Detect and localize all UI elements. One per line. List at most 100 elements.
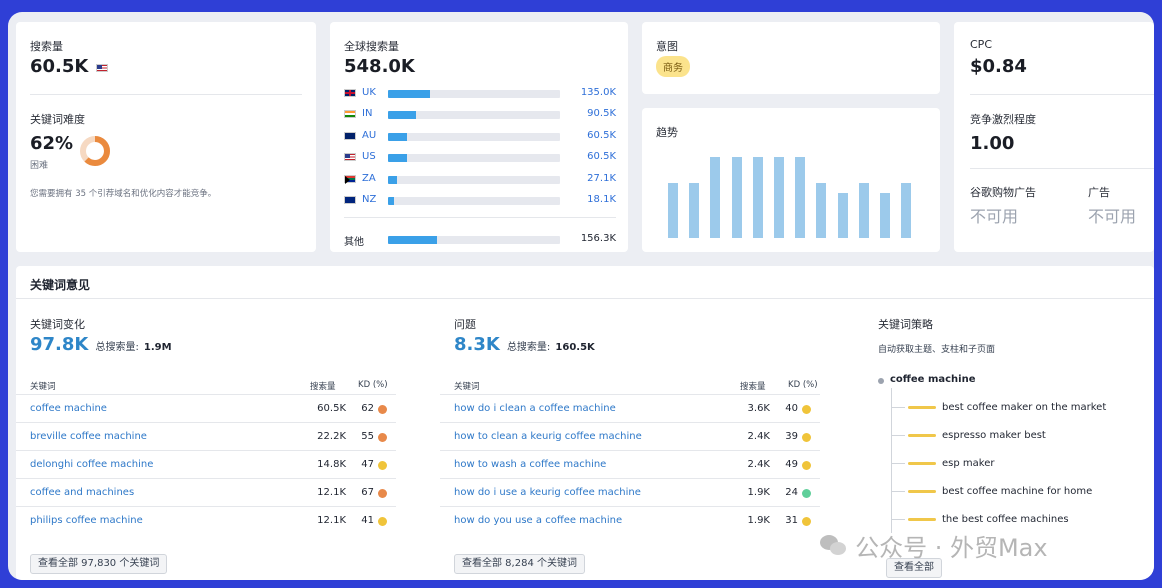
keyword-volume: 1.9K [747,515,770,526]
trend-bar [837,193,848,238]
trend-label: 趋势 [656,126,678,139]
tree-node-marker [908,434,936,437]
competition-label: 竞争激烈程度 [970,113,1036,126]
trend-bar [689,183,700,238]
view-all-strategy-button[interactable]: 查看全部 [886,558,942,578]
tree-connector [891,435,905,436]
trend-chart [668,148,918,238]
country-bar-fill [388,197,395,205]
volume-label: 搜索量 [30,40,63,53]
table-row: philips coffee machine 12.1K 41 [16,506,396,534]
country-bar [388,111,560,120]
trend-bar [752,157,763,238]
table-row: how do you use a coffee machine 1.9K 31 [440,506,820,534]
view-all-questions-button[interactable]: 查看全部 8,284 个关键词 [454,554,585,574]
kd-indicator-icon [802,517,811,526]
difficulty-donut-icon [80,136,110,166]
keyword-link[interactable]: coffee machine [30,403,107,414]
strategy-subtopic[interactable]: best coffee maker on the market [942,402,1107,413]
keyword-link[interactable]: philips coffee machine [30,515,143,526]
country-row-nz[interactable]: NZ 18.1K [344,193,616,209]
country-value: 90.5K [587,108,616,120]
country-bar-fill [388,132,407,141]
competition-value: 1.00 [970,133,1015,154]
country-bar [388,90,560,98]
country-value: 27.1K [587,172,616,184]
keyword-link[interactable]: how to clean a keurig coffee machine [454,431,642,442]
trend-bar [731,157,742,238]
questions-count: 8.3K [454,334,500,355]
wechat-icon [820,534,846,557]
keyword-link[interactable]: how do you use a coffee machine [454,515,623,526]
country-row-au[interactable]: AU 60.5K [344,129,616,145]
view-all-variations-button[interactable]: 查看全部 97,830 个关键词 [30,554,168,574]
country-bar [388,197,560,205]
keyword-link[interactable]: how do i use a keurig coffee machine [454,487,641,498]
trend-bar [816,183,827,238]
keyword-volume: 12.1K [317,515,346,526]
country-code: UK [362,87,376,98]
divider [970,168,1154,169]
strategy-title: 关键词策略 [878,318,933,331]
tree-trunk [891,388,892,533]
country-value: 135.0K [580,87,616,98]
uk-flag-icon [344,89,356,97]
ads-value: 不可用 [1088,207,1137,226]
country-bar [388,132,560,141]
keyword-link[interactable]: how do i clean a coffee machine [454,403,616,414]
tree-root-dot [878,378,884,384]
cpc-value: $0.84 [970,56,1027,77]
divider [16,298,1154,299]
strategy-section: 关键词策略 自动获取主题、支柱和子页面 coffee machine best … [878,316,1148,556]
strategy-subtopic[interactable]: best coffee machine for home [942,486,1093,497]
tree-node-marker [908,406,936,409]
divider [344,217,616,218]
country-row-uk[interactable]: UK 135.0K [344,86,616,102]
keyword-kd: 41 [361,515,374,526]
strategy-root[interactable]: coffee machine [890,374,976,385]
kd-indicator-icon [802,433,811,442]
country-bar [388,154,560,163]
country-row-other: 其他 156.3K [344,232,616,248]
divider [970,94,1154,95]
india-flag-icon [344,110,356,119]
keyword-link[interactable]: breville coffee machine [30,431,147,442]
strategy-subtopic[interactable]: the best coffee machines [942,514,1069,525]
variations-count: 97.8K [30,334,89,355]
keyword-link[interactable]: delonghi coffee machine [30,459,154,470]
tree-connector [891,407,905,408]
strategy-subtopic[interactable]: espresso maker best [942,430,1046,441]
keyword-kd: 47 [361,459,374,470]
questions-section: 问题 8.3K 总搜索量: 160.5K [454,316,595,355]
difficulty-label: 关键词难度 [30,113,85,126]
keyword-link[interactable]: coffee and machines [30,487,135,498]
variations-section: 关键词变化 97.8K 总搜索量: 1.9M [30,316,172,355]
volume-value-wrap: 60.5K [30,56,109,77]
cpc-card: CPC $0.84 竞争激烈程度 1.00 谷歌购物广告 不可用 广告 不可用 [954,22,1154,252]
questions-summary: 8.3K 总搜索量: 160.5K [454,334,595,355]
tree-node-marker [908,518,936,521]
shopping-value: 不可用 [970,207,1019,226]
trend-bar [880,193,890,238]
country-row-in[interactable]: IN 90.5K [344,107,616,123]
volume-card: 搜索量 60.5K 关键词难度 62% 困难 您需要拥有 35 个引荐域名和优化… [16,22,316,252]
country-row-us[interactable]: US 60.5K [344,150,616,166]
keyword-kd: 40 [785,403,798,414]
keyword-kd: 62 [361,403,374,414]
kd-indicator-icon [802,461,811,470]
col-kd: KD (%) [788,380,818,390]
strategy-subtopic[interactable]: esp maker [942,458,995,469]
keyword-link[interactable]: how to wash a coffee machine [454,459,607,470]
table-row: how do i clean a coffee machine 3.6K 40 [440,394,820,422]
keyword-kd: 49 [785,459,798,470]
new-zealand-flag-icon [344,196,356,204]
difficulty-note: 您需要拥有 35 个引荐域名和优化内容才能竞争。 [30,189,217,199]
country-bar-fill [388,111,417,120]
trend-bar [858,183,869,238]
country-row-za[interactable]: ZA 27.1K [344,172,616,188]
table-row: coffee machine 60.5K 62 [16,394,396,422]
trend-card: 趋势 [642,108,940,252]
global-volume-value: 548.0K [344,56,415,77]
ads-label: 广告 [1088,186,1110,199]
questions-total-value: 160.5K [555,342,595,353]
